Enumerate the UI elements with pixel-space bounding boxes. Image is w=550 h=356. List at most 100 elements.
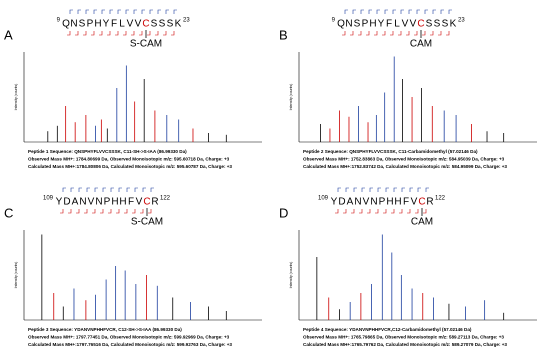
residue: Y bbox=[331, 197, 338, 208]
y-ion-bracket bbox=[392, 9, 396, 14]
sequence-end: 122 bbox=[435, 196, 446, 202]
y-ion-bracket bbox=[70, 187, 74, 192]
residue: Y bbox=[378, 19, 385, 30]
residue: F bbox=[111, 19, 117, 30]
y-ion-bracket bbox=[377, 187, 381, 192]
y-ion-bracket bbox=[134, 187, 138, 192]
b-ion-bracket bbox=[359, 209, 363, 214]
b-ion-bracket bbox=[155, 31, 159, 36]
residue: N bbox=[95, 197, 102, 208]
y-ion-bracket bbox=[117, 9, 121, 14]
residue: K bbox=[175, 19, 182, 30]
residue: L bbox=[119, 19, 125, 30]
caption-line: Calculated Mass MH+:1797.76516 Da, Calcu… bbox=[28, 342, 232, 347]
residue: V bbox=[127, 19, 134, 30]
residue: Y bbox=[103, 19, 110, 30]
residue: C bbox=[418, 197, 425, 208]
b-ion-bracket bbox=[438, 31, 442, 36]
b-ion-bracket bbox=[382, 31, 386, 36]
sequence-end: 122 bbox=[160, 196, 171, 202]
y-ion-bracket bbox=[337, 187, 341, 192]
caption-line: Peptide 2 Sequence: QNSPHYFLVVCSSSK, C11… bbox=[303, 149, 478, 154]
sequence-start: 9 bbox=[332, 18, 336, 24]
residue: A bbox=[347, 197, 354, 208]
residue: V bbox=[363, 197, 370, 208]
modification: S-CAM bbox=[130, 39, 162, 50]
b-ion-bracket bbox=[407, 209, 411, 214]
residue: S bbox=[79, 19, 86, 30]
b-ion-bracket bbox=[107, 31, 111, 36]
y-ion-bracket bbox=[352, 9, 356, 14]
panel-label: A bbox=[4, 27, 13, 42]
b-ion-bracket bbox=[92, 209, 96, 214]
caption-line: Peptide 3 Sequence: YDANVNPHHFVCR, C12-S… bbox=[28, 327, 182, 332]
residue: S bbox=[167, 19, 174, 30]
b-ion-bracket bbox=[68, 209, 72, 214]
y-ion-bracket bbox=[376, 9, 380, 14]
caption-line: Peptide 1 Sequence: QNSPHYFLVVCSSSK, C11… bbox=[28, 149, 187, 154]
y-ion-bracket bbox=[149, 9, 153, 14]
y-ion-bracket bbox=[93, 9, 97, 14]
residue: A bbox=[72, 197, 79, 208]
y-ion-bracket bbox=[409, 187, 413, 192]
y-ion-bracket bbox=[125, 9, 129, 14]
residue: R bbox=[426, 197, 433, 208]
b-ion-bracket bbox=[422, 31, 426, 36]
y-ion-bracket bbox=[157, 9, 161, 14]
y-ion-bracket bbox=[118, 187, 122, 192]
y-ion-bracket bbox=[85, 9, 89, 14]
b-ion-bracket bbox=[390, 31, 394, 36]
b-ion-bracket bbox=[163, 31, 167, 36]
residue: N bbox=[79, 197, 86, 208]
y-axis-label: Intensity (counts) bbox=[14, 84, 18, 111]
b-ion-bracket bbox=[76, 209, 80, 214]
sequence-start: 109 bbox=[43, 196, 54, 202]
b-ion-bracket bbox=[398, 31, 402, 36]
b-ion-bracket bbox=[343, 209, 347, 214]
panel-label: B bbox=[279, 27, 288, 42]
y-ion-bracket bbox=[165, 9, 169, 14]
residue: F bbox=[403, 197, 409, 208]
y-ion-bracket bbox=[141, 9, 145, 14]
residue: P bbox=[379, 197, 386, 208]
residue: Y bbox=[56, 197, 63, 208]
caption-line: Observed Mass MH+: 1784.80699 Da, Observ… bbox=[28, 157, 230, 162]
caption-line: Calculated Mass MH+:1765.79762 Da, Calcu… bbox=[303, 342, 507, 347]
b-ion-bracket bbox=[132, 209, 136, 214]
y-ion-bracket bbox=[385, 187, 389, 192]
y-ion-bracket bbox=[150, 187, 154, 192]
b-ion-bracket bbox=[374, 31, 378, 36]
y-ion-bracket bbox=[69, 9, 73, 14]
residue: S bbox=[434, 19, 441, 30]
b-ion-bracket bbox=[446, 31, 450, 36]
b-ion-bracket bbox=[139, 31, 143, 36]
y-ion-bracket bbox=[86, 187, 90, 192]
y-ion-bracket bbox=[408, 9, 412, 14]
b-ion-bracket bbox=[342, 31, 346, 36]
y-ion-bracket bbox=[110, 187, 114, 192]
b-ion-bracket bbox=[383, 209, 387, 214]
b-ion-bracket bbox=[91, 31, 95, 36]
residue: C bbox=[417, 19, 424, 30]
b-ion-bracket bbox=[415, 209, 419, 214]
residue: P bbox=[104, 197, 111, 208]
b-ion-bracket bbox=[414, 31, 418, 36]
b-ion-bracket bbox=[147, 31, 151, 36]
y-ion-bracket bbox=[142, 187, 146, 192]
residue: K bbox=[450, 19, 457, 30]
y-ion-bracket bbox=[77, 9, 81, 14]
y-ion-bracket bbox=[78, 187, 82, 192]
sequence-start: 109 bbox=[318, 196, 329, 202]
y-axis-label: Intensity (counts) bbox=[14, 262, 18, 289]
b-ion-bracket bbox=[124, 209, 128, 214]
y-ion-bracket bbox=[353, 187, 357, 192]
caption-line: Observed Mass MH+: 1797.77451 Da, Observ… bbox=[28, 335, 230, 340]
residue: L bbox=[394, 19, 400, 30]
modification: CAM bbox=[411, 217, 433, 228]
caption-line: Calculated Mass MH+:1752.83742 Da, Calcu… bbox=[303, 164, 507, 169]
y-axis-label: Intensity (counts) bbox=[289, 262, 293, 289]
y-ion-bracket bbox=[424, 9, 428, 14]
residue: D bbox=[338, 197, 345, 208]
b-ion-bracket bbox=[108, 209, 112, 214]
y-axis-label: Intensity (counts) bbox=[289, 84, 293, 111]
